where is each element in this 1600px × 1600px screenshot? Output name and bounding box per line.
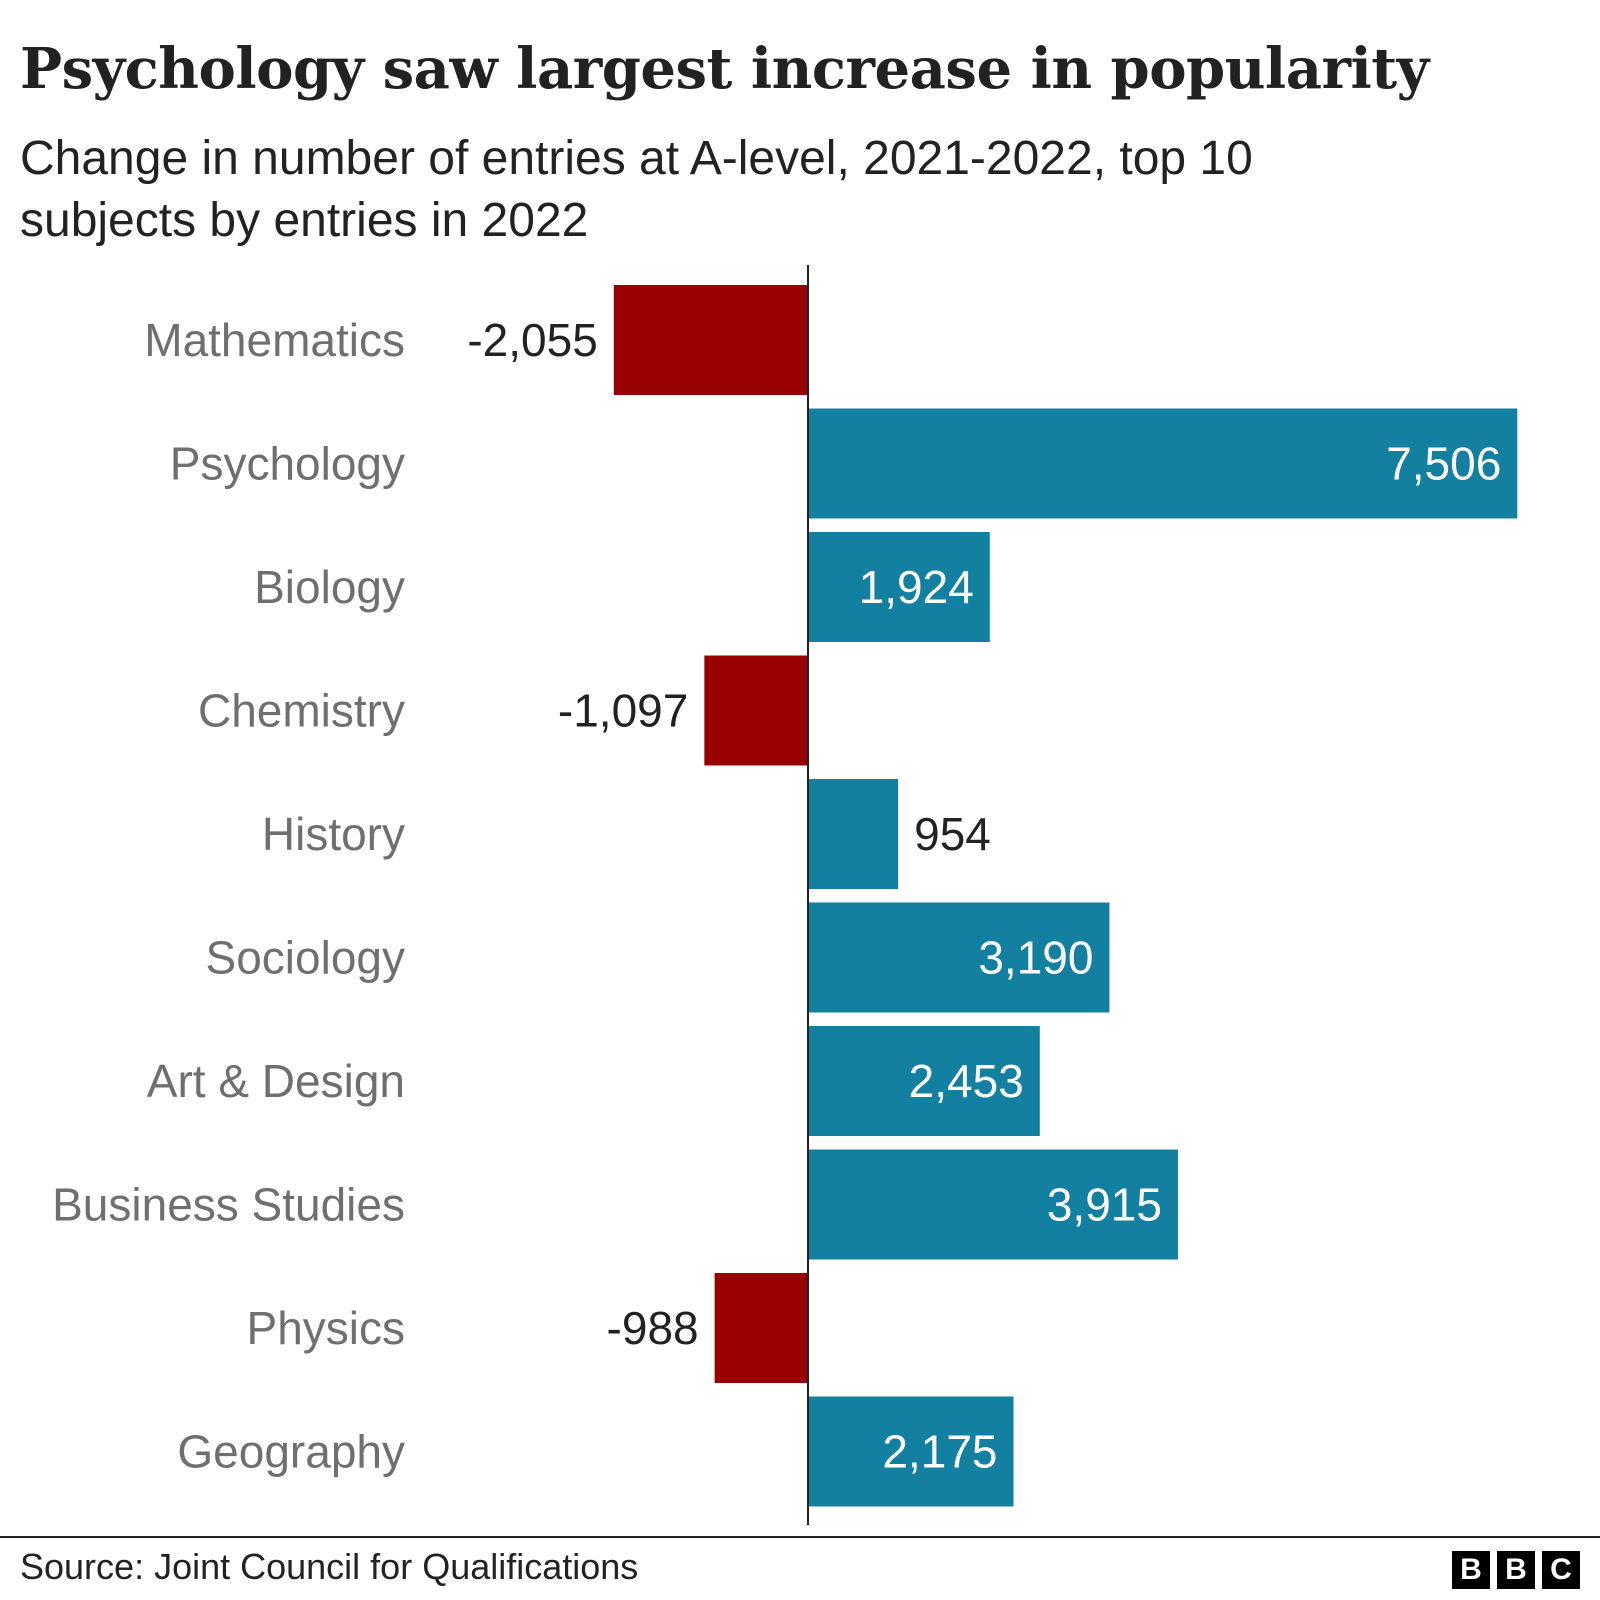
category-label: Geography <box>177 1426 405 1478</box>
chart-title: Psychology saw largest increase in popul… <box>20 36 1429 102</box>
value-label: 954 <box>914 808 991 860</box>
value-label: 2,175 <box>882 1426 997 1478</box>
logo-letter: B <box>1497 1551 1535 1589</box>
value-label: 3,915 <box>1047 1179 1162 1231</box>
footer-divider <box>0 1536 1600 1538</box>
bar <box>808 902 1110 1013</box>
bar <box>808 532 990 642</box>
category-label: Art & Design <box>147 1055 405 1107</box>
value-label: -2,055 <box>467 314 597 366</box>
value-label: -1,097 <box>558 685 688 737</box>
bar <box>704 655 808 766</box>
bar <box>808 779 899 889</box>
source-note: Source: Joint Council for Qualifications <box>20 1546 639 1587</box>
logo-letter: C <box>1542 1551 1580 1589</box>
value-label: 7,506 <box>1386 438 1501 490</box>
bar <box>808 408 1518 519</box>
bar <box>714 1273 808 1383</box>
bar <box>808 1149 1178 1260</box>
chart-subtitle: Change in number of entries at A-level, … <box>20 132 1253 247</box>
bar <box>613 285 808 395</box>
value-label: 3,190 <box>978 932 1093 984</box>
value-label: 2,453 <box>909 1055 1024 1107</box>
category-label: History <box>262 808 405 860</box>
logo-letter: B <box>1452 1551 1490 1589</box>
value-label: -988 <box>607 1302 699 1354</box>
bbc-logo: B B C <box>1452 1551 1580 1589</box>
category-label: Physics <box>247 1302 405 1354</box>
category-label: Sociology <box>206 932 405 984</box>
bar <box>808 1396 1014 1507</box>
category-label: Psychology <box>170 438 405 490</box>
category-label: Chemistry <box>198 685 405 737</box>
category-label: Biology <box>254 561 405 613</box>
bar <box>808 1026 1040 1136</box>
value-label: 1,924 <box>859 561 974 613</box>
bar-chart: Mathematics -2,055 Psychology 7,506 Biology 1… <box>52 265 1518 1525</box>
category-label: Mathematics <box>144 314 405 366</box>
category-label: Business Studies <box>52 1179 405 1231</box>
